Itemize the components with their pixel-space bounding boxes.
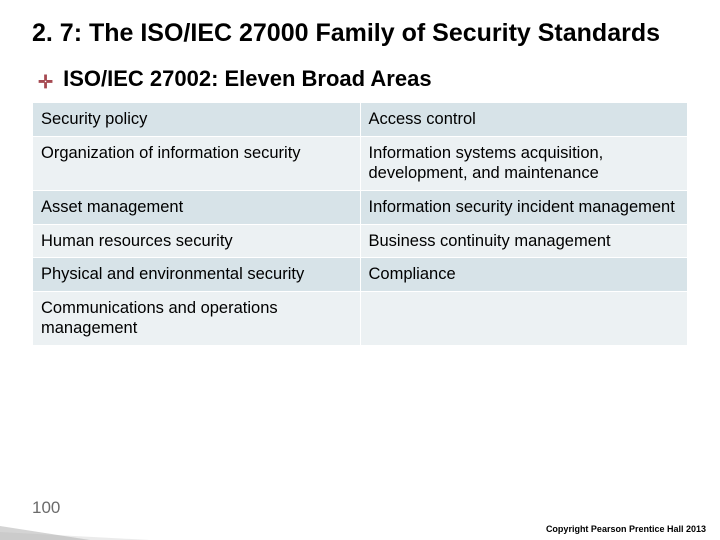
slide-title: 2. 7: The ISO/IEC 27000 Family of Securi…: [32, 18, 688, 48]
decorative-wedge-icon: [0, 526, 90, 540]
table-row: Physical and environmental security Comp…: [33, 258, 688, 292]
table-cell: Asset management: [33, 190, 361, 224]
table-cell: Security policy: [33, 103, 361, 137]
table-row: Human resources security Business contin…: [33, 224, 688, 258]
table-cell: Communications and operations management: [33, 291, 361, 345]
slide-number: 100: [32, 498, 60, 518]
table-cell: Information systems acquisition, develop…: [360, 136, 688, 190]
table-cell: Physical and environmental security: [33, 258, 361, 292]
table-row: Security policy Access control: [33, 103, 688, 137]
slide: 2. 7: The ISO/IEC 27000 Family of Securi…: [0, 0, 720, 540]
bullet-icon: ✛: [38, 73, 53, 91]
table-row: Organization of information security Inf…: [33, 136, 688, 190]
areas-table: Security policy Access control Organizat…: [32, 102, 688, 346]
table-cell: Business continuity management: [360, 224, 688, 258]
table-row: Asset management Information security in…: [33, 190, 688, 224]
table-cell: Information security incident management: [360, 190, 688, 224]
table-cell: Human resources security: [33, 224, 361, 258]
table-row: Communications and operations management: [33, 291, 688, 345]
slide-footer: 100 Copyright Pearson Prentice Hall 2013: [0, 490, 720, 540]
copyright-text: Copyright Pearson Prentice Hall 2013: [546, 524, 706, 534]
table-cell: [360, 291, 688, 345]
table-cell: Access control: [360, 103, 688, 137]
subtitle-row: ✛ ISO/IEC 27002: Eleven Broad Areas: [32, 66, 688, 92]
table-cell: Organization of information security: [33, 136, 361, 190]
table-cell: Compliance: [360, 258, 688, 292]
slide-subtitle: ISO/IEC 27002: Eleven Broad Areas: [63, 66, 431, 92]
